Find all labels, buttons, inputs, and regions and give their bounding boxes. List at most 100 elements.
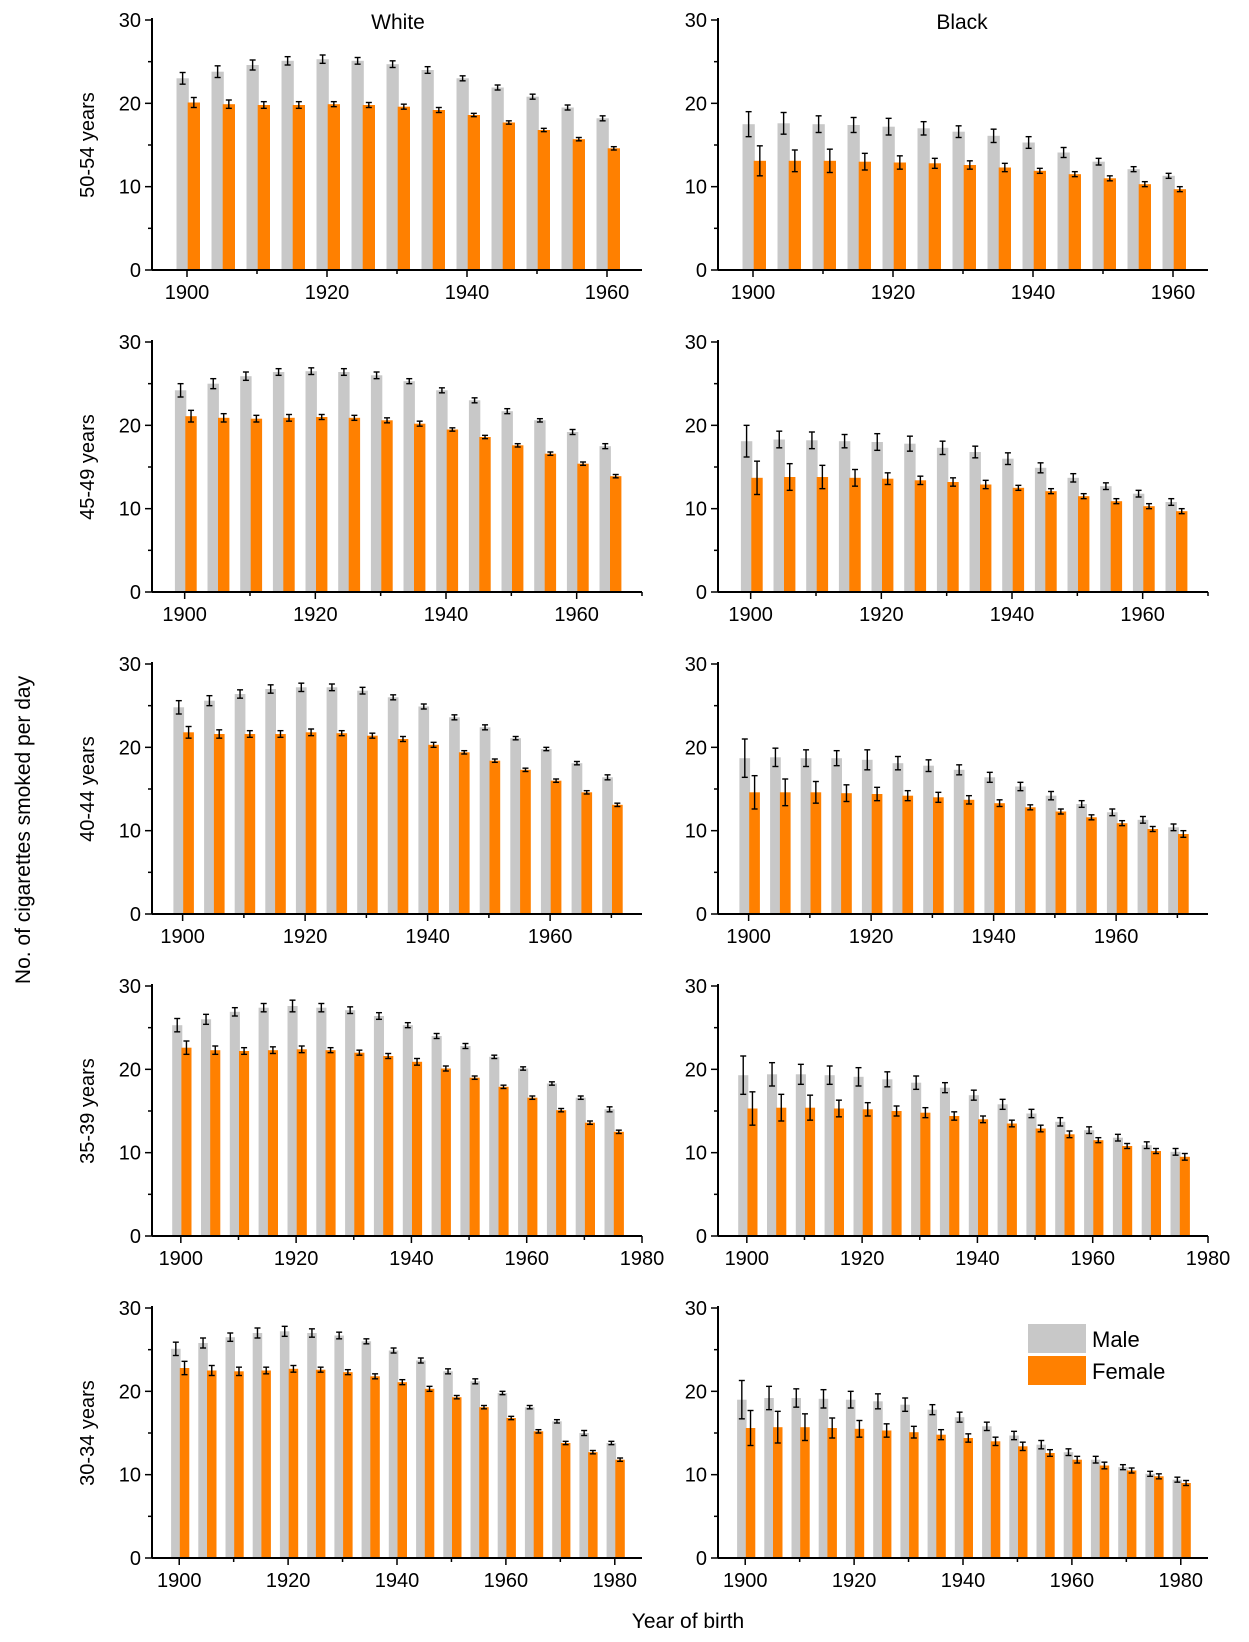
bar-female <box>613 1131 624 1236</box>
bar-female <box>424 1388 435 1558</box>
bar-male <box>386 64 399 270</box>
bar-male <box>997 1104 1008 1236</box>
bar-male <box>326 687 338 914</box>
bar-female <box>210 1050 221 1236</box>
y-tick-label: 30 <box>685 976 707 998</box>
bar-male <box>1090 1459 1101 1558</box>
x-tick-label: 1960 <box>1050 1570 1095 1592</box>
bar-female <box>257 105 270 270</box>
bar-female <box>914 480 927 592</box>
bar-female <box>348 417 361 592</box>
legend: Male Female <box>1028 1324 1165 1385</box>
bar-male <box>927 1409 938 1558</box>
y-tick-label: 0 <box>696 260 707 282</box>
x-tick-label: 1940 <box>955 1248 1000 1270</box>
bar-female <box>288 1368 299 1558</box>
bar-male <box>1034 467 1047 592</box>
y-tick-label: 20 <box>119 1381 141 1403</box>
bar-male <box>917 128 930 270</box>
panel-black-35-39-years: 0 10 20 30 1900 1920 1940 1960 1980 <box>685 976 1231 1270</box>
bar-female <box>963 799 975 914</box>
legend-label-female: Female <box>1092 1359 1165 1384</box>
bar-female <box>292 105 305 270</box>
bar-female <box>1068 174 1081 270</box>
bar-male <box>770 757 781 914</box>
bar-male <box>892 763 904 914</box>
y-tick-label: 20 <box>119 737 141 759</box>
bar-female <box>1018 1446 1028 1558</box>
y-tick-label: 20 <box>685 737 707 759</box>
y-tick-label: 0 <box>696 582 707 604</box>
bar-female <box>479 437 491 592</box>
row-label: 50-54 years <box>77 92 99 198</box>
bar-male <box>904 443 916 592</box>
bar-male <box>497 1393 508 1558</box>
bar-male <box>431 1036 442 1236</box>
bar-male <box>873 1401 883 1558</box>
y-tick-label: 10 <box>119 1143 141 1165</box>
bar-female <box>452 1397 462 1558</box>
bar-female <box>1086 817 1097 914</box>
bar-female <box>751 477 763 592</box>
bar-male <box>882 1079 893 1236</box>
x-tick-label: 1940 <box>375 1570 420 1592</box>
bar-male <box>984 777 996 914</box>
bar-female <box>749 792 760 914</box>
bar-male <box>1022 142 1035 270</box>
y-tick-label: 30 <box>685 1298 707 1320</box>
x-tick-label: 1920 <box>293 604 338 626</box>
bar-female <box>1045 1453 1055 1558</box>
bar-male <box>234 694 246 914</box>
bar-female <box>187 102 200 270</box>
bar-female <box>397 739 409 914</box>
bar-male <box>1009 1435 1019 1558</box>
bar-female <box>841 793 852 914</box>
bar-female <box>267 1050 278 1236</box>
bar-female <box>1176 511 1188 592</box>
bar-female <box>412 1061 423 1236</box>
bar-male <box>443 1371 453 1558</box>
bar-male <box>1137 819 1149 914</box>
x-tick-label: 1920 <box>305 282 350 304</box>
x-tick-label: 1900 <box>160 926 205 948</box>
bar-female <box>800 1427 810 1558</box>
bar-male <box>1132 493 1145 592</box>
x-tick-label: 1900 <box>726 926 771 948</box>
bar-female <box>745 1428 756 1558</box>
row-label: 45-49 years <box>77 414 99 520</box>
column-title-white: White <box>371 11 425 34</box>
bar-male <box>1100 486 1112 592</box>
bar-male <box>954 1417 965 1558</box>
y-tick-label: 30 <box>685 654 707 676</box>
bar-male <box>1106 812 1118 914</box>
y-tick-label: 30 <box>119 654 141 676</box>
x-tick-label: 1900 <box>731 282 776 304</box>
bar-female <box>978 1119 989 1236</box>
bar-male <box>518 1068 529 1236</box>
bar-female <box>370 1376 380 1558</box>
bar-male <box>449 717 460 914</box>
bar-female <box>1179 1156 1190 1236</box>
bar-male <box>351 60 364 270</box>
x-tick-label: 1900 <box>162 604 207 626</box>
bar-male <box>1057 152 1070 270</box>
bar-male <box>281 60 294 270</box>
bar-male <box>1145 1473 1155 1558</box>
bar-male <box>491 87 504 270</box>
bar-female <box>1110 501 1123 592</box>
bar-female <box>615 1459 625 1558</box>
bar-male <box>479 727 491 914</box>
x-tick-label: 1960 <box>1070 1248 1115 1270</box>
bar-male <box>1092 161 1105 270</box>
column-title-black: Black <box>936 11 988 34</box>
legend-label-male: Male <box>1092 1327 1140 1352</box>
bar-male <box>552 1421 562 1558</box>
bar-male <box>207 383 219 592</box>
bar-male <box>773 439 785 592</box>
bar-female <box>383 1056 394 1236</box>
bar-male <box>416 1360 426 1558</box>
bar-female <box>283 417 295 592</box>
bar-male <box>204 700 215 914</box>
bar-female <box>990 1441 1001 1558</box>
